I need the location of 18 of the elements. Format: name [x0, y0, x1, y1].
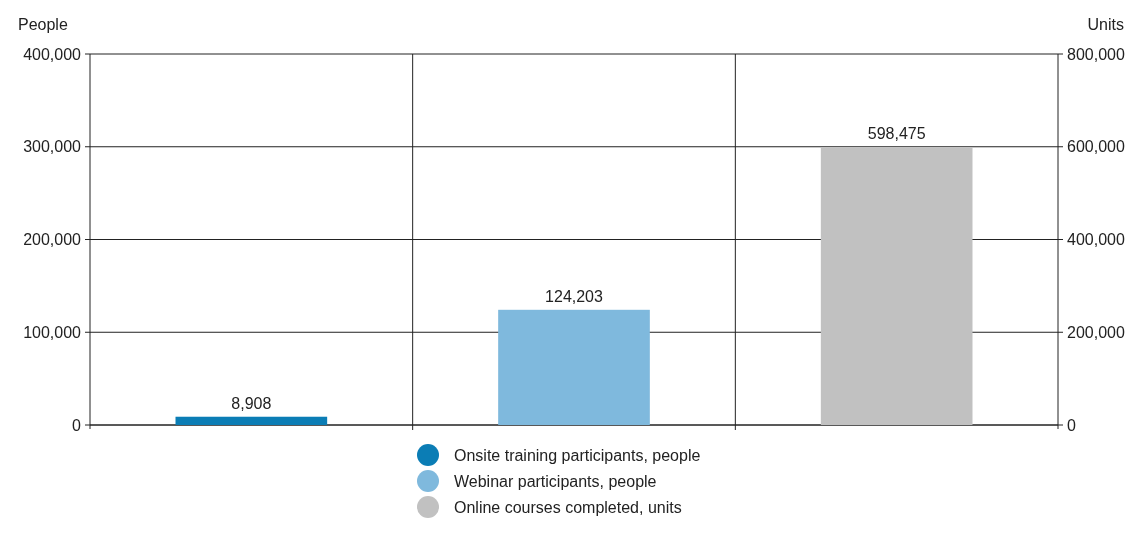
- y-tick-label: 300,000: [23, 138, 82, 156]
- y2-tick-label: 200,000: [1067, 323, 1125, 341]
- data-label: 598,475: [867, 125, 926, 143]
- legend-label: Webinar participants, people: [454, 472, 657, 490]
- y-tick-label: 100,000: [23, 323, 82, 341]
- data-label: 8,908: [231, 394, 272, 412]
- y2-axis-title: Units: [1087, 16, 1124, 33]
- y-tick-label: 200,000: [23, 231, 82, 249]
- y2-tick-label: 400,000: [1067, 231, 1125, 249]
- y-tick-label: 0: [72, 416, 82, 434]
- legend-label: Online courses completed, units: [454, 498, 682, 516]
- y2-tick-label: 800,000: [1067, 45, 1125, 63]
- data-label: 124,203: [545, 287, 604, 305]
- y-tick-label: 400,000: [23, 45, 82, 63]
- y2-tick-label: 600,000: [1067, 138, 1125, 156]
- y-axis-title: People: [18, 16, 68, 33]
- y2-tick-label: 0: [1067, 416, 1076, 434]
- legend-label: Onsite training participants, people: [454, 446, 701, 464]
